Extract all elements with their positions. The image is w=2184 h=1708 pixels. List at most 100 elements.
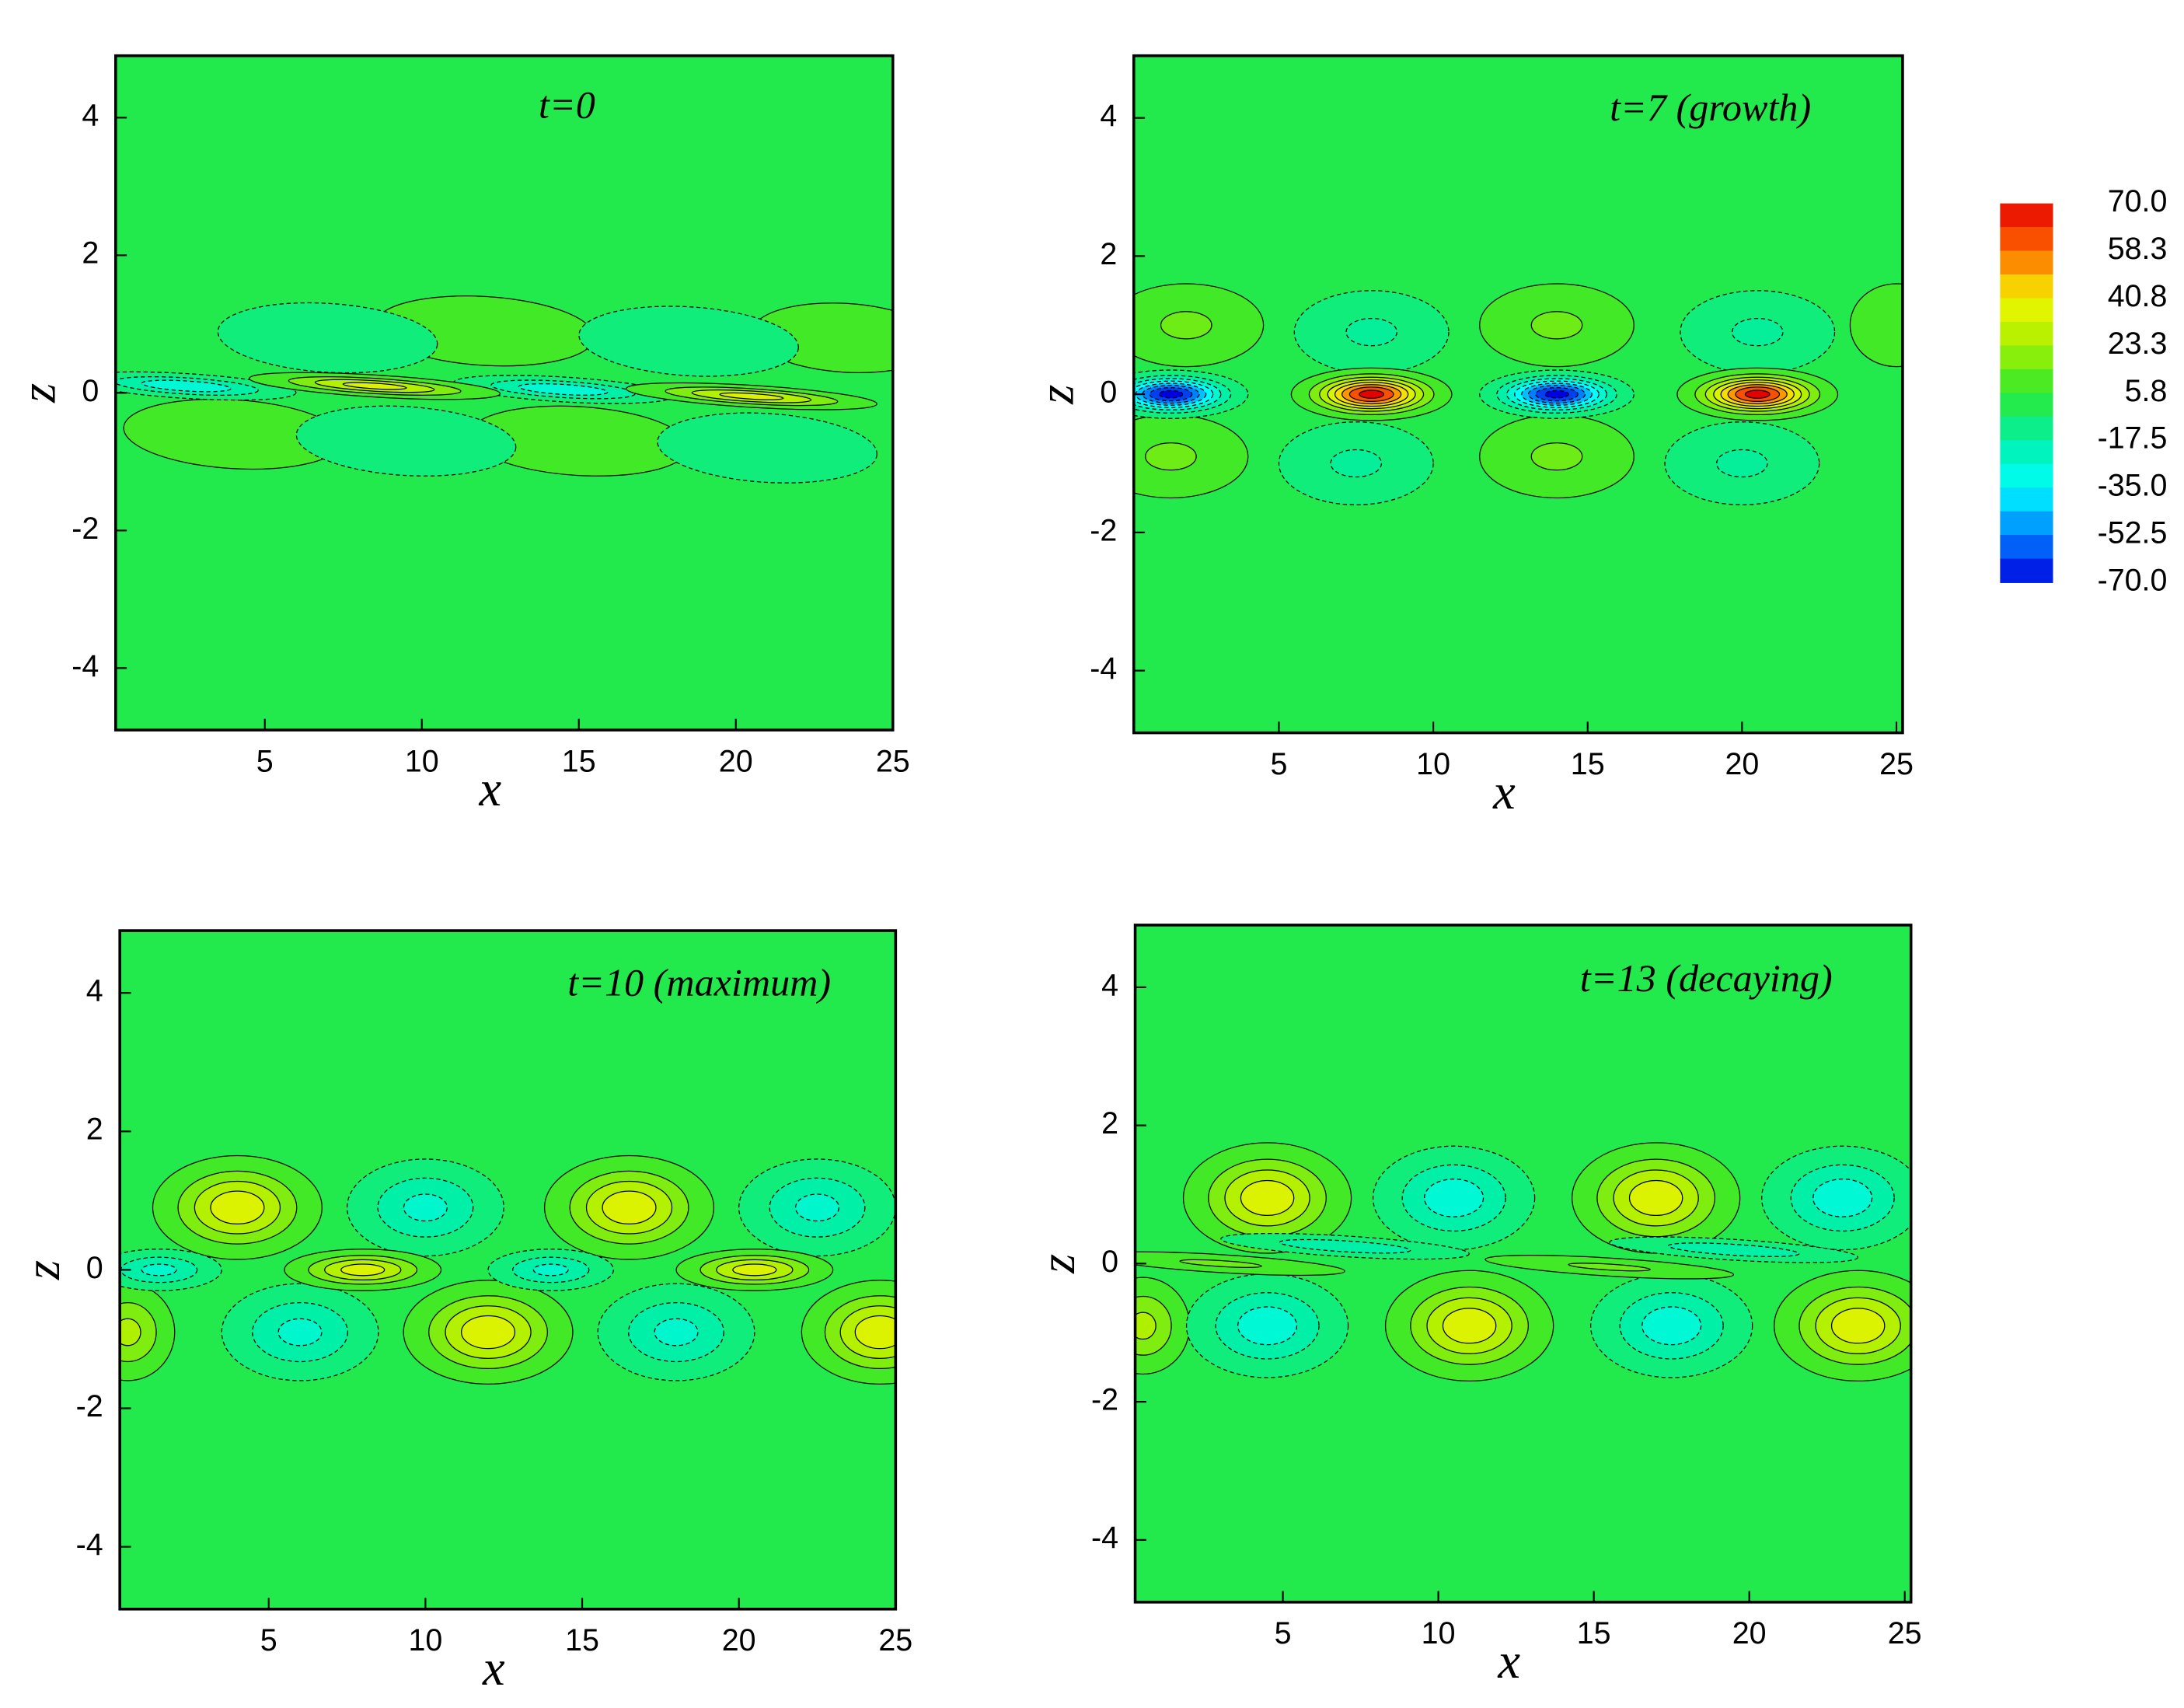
colorbar-band (2000, 227, 2053, 252)
contour-field (1135, 1142, 1911, 1382)
y-tick-label: 4 (86, 974, 103, 1008)
contour (1530, 311, 1583, 340)
panel-title: t=0 (539, 82, 595, 126)
x-tick-label: 10 (1422, 1616, 1456, 1650)
y-axis-label: z (1030, 1254, 1085, 1274)
contour-field (120, 1154, 896, 1385)
contour (141, 379, 232, 393)
contour (1179, 1259, 1262, 1268)
contour (1158, 389, 1184, 399)
colorbar-tick-label: 58.3 (2108, 232, 2168, 266)
y-tick-label: 0 (1100, 375, 1117, 410)
y-tick-label: -2 (1090, 513, 1117, 547)
contour (1345, 317, 1397, 347)
y-tick-label: -4 (1090, 651, 1117, 686)
x-axis-label: x (482, 1640, 505, 1696)
y-tick-label: 4 (1100, 99, 1117, 133)
contour (1544, 389, 1569, 399)
y-tick-label: 2 (1100, 237, 1117, 271)
contour (1849, 283, 1903, 368)
y-tick-label: -4 (76, 1528, 103, 1562)
colorbar-band (2000, 511, 2053, 536)
contour (532, 1263, 569, 1277)
contour (719, 392, 784, 400)
y-tick-label: -4 (1091, 1521, 1118, 1555)
y-tick-label: -2 (1091, 1382, 1118, 1416)
x-tick-label: 20 (722, 1623, 756, 1657)
colorbar-band (2000, 250, 2053, 275)
colorbar-band (2000, 274, 2053, 299)
panel-title: t=13 (decaying) (1580, 956, 1833, 1000)
x-tick-label: 5 (260, 1623, 277, 1657)
contour (1641, 1306, 1702, 1346)
contour (654, 1318, 699, 1346)
contour (1744, 389, 1771, 399)
colorbar-band (2000, 535, 2053, 560)
colorbar-tick-label: -35.0 (2098, 469, 2168, 503)
y-tick-label: 0 (82, 374, 99, 408)
contour (1330, 449, 1383, 478)
contour (1237, 1306, 1298, 1346)
y-axis-label: z (1028, 385, 1083, 405)
colorbar-band (2000, 463, 2053, 489)
contour (1442, 1308, 1497, 1344)
x-tick-label: 5 (1275, 1616, 1292, 1650)
x-tick-label: 5 (256, 744, 274, 778)
contour (1145, 442, 1197, 471)
contour (295, 405, 517, 477)
contour (403, 1193, 448, 1222)
colorbar-band (2000, 321, 2053, 347)
contour (518, 382, 609, 396)
colorbar-tick-label: 70.0 (2108, 184, 2168, 218)
x-tick-label: 20 (719, 744, 753, 778)
contour (277, 1318, 323, 1346)
panel: 5 10 15 20 25 -4 -2 0 2 4 x z t=7 (growth) (1028, 54, 1914, 819)
x-tick-label: 25 (878, 1623, 912, 1657)
contour-field (1133, 283, 1903, 505)
x-tick-label: 25 (876, 744, 910, 778)
contour (657, 412, 877, 484)
contour (120, 1318, 141, 1346)
x-tick-label: 10 (408, 1623, 442, 1657)
colorbar-band (2000, 345, 2053, 370)
colorbar-band (2000, 298, 2053, 323)
contour (1530, 442, 1583, 471)
x-tick-label: 20 (1732, 1616, 1767, 1650)
x-axis-label: x (1497, 1633, 1520, 1689)
x-tick-label: 15 (565, 1623, 599, 1657)
colorbar-tick-label: 40.8 (2108, 279, 2168, 313)
colorbar-tick-label: -17.5 (2098, 421, 2168, 456)
contour (1568, 1263, 1651, 1272)
colorbar-tick-label: 5.8 (2125, 374, 2168, 408)
y-axis-label: z (10, 383, 65, 403)
colorbar: 70.0 58.3 40.8 23.3 5.8 -17.5 -35.0 -52.5 -70.0 (2000, 184, 2167, 597)
x-tick-label: 15 (1577, 1616, 1611, 1650)
panel: 5 10 15 20 25 -4 -2 0 2 4 x z t=10 (maximum) (15, 929, 912, 1696)
contour (854, 1315, 896, 1350)
x-tick-label: 10 (405, 744, 439, 778)
colorbar-tick-label: 23.3 (2108, 327, 2168, 361)
y-tick-label: 0 (86, 1251, 103, 1285)
colorbar-band (2000, 203, 2053, 228)
contour-field (115, 295, 893, 484)
contour (141, 1263, 177, 1277)
colorbar-band (2000, 487, 2053, 512)
y-tick-label: 4 (82, 99, 99, 133)
colorbar-band (2000, 416, 2053, 442)
contour (732, 1263, 777, 1277)
panel-title: t=7 (growth) (1610, 86, 1811, 129)
panel: 5 10 15 20 25 -4 -2 0 2 4 x z t=0 (10, 54, 910, 816)
y-tick-label: -2 (72, 512, 99, 546)
x-axis-label: x (1492, 764, 1516, 819)
contour (1812, 1178, 1873, 1217)
contour (578, 306, 799, 377)
colorbar-band (2000, 368, 2053, 394)
contour (342, 382, 407, 390)
contour (1135, 1312, 1157, 1340)
y-tick-label: -2 (76, 1389, 103, 1423)
contour (1359, 389, 1385, 399)
contour (1240, 1179, 1295, 1217)
x-tick-label: 15 (1571, 747, 1605, 781)
contour (1628, 1179, 1683, 1217)
panel: 5 10 15 20 25 -4 -2 0 2 4 x z t=13 (decaying) (1030, 924, 1922, 1689)
